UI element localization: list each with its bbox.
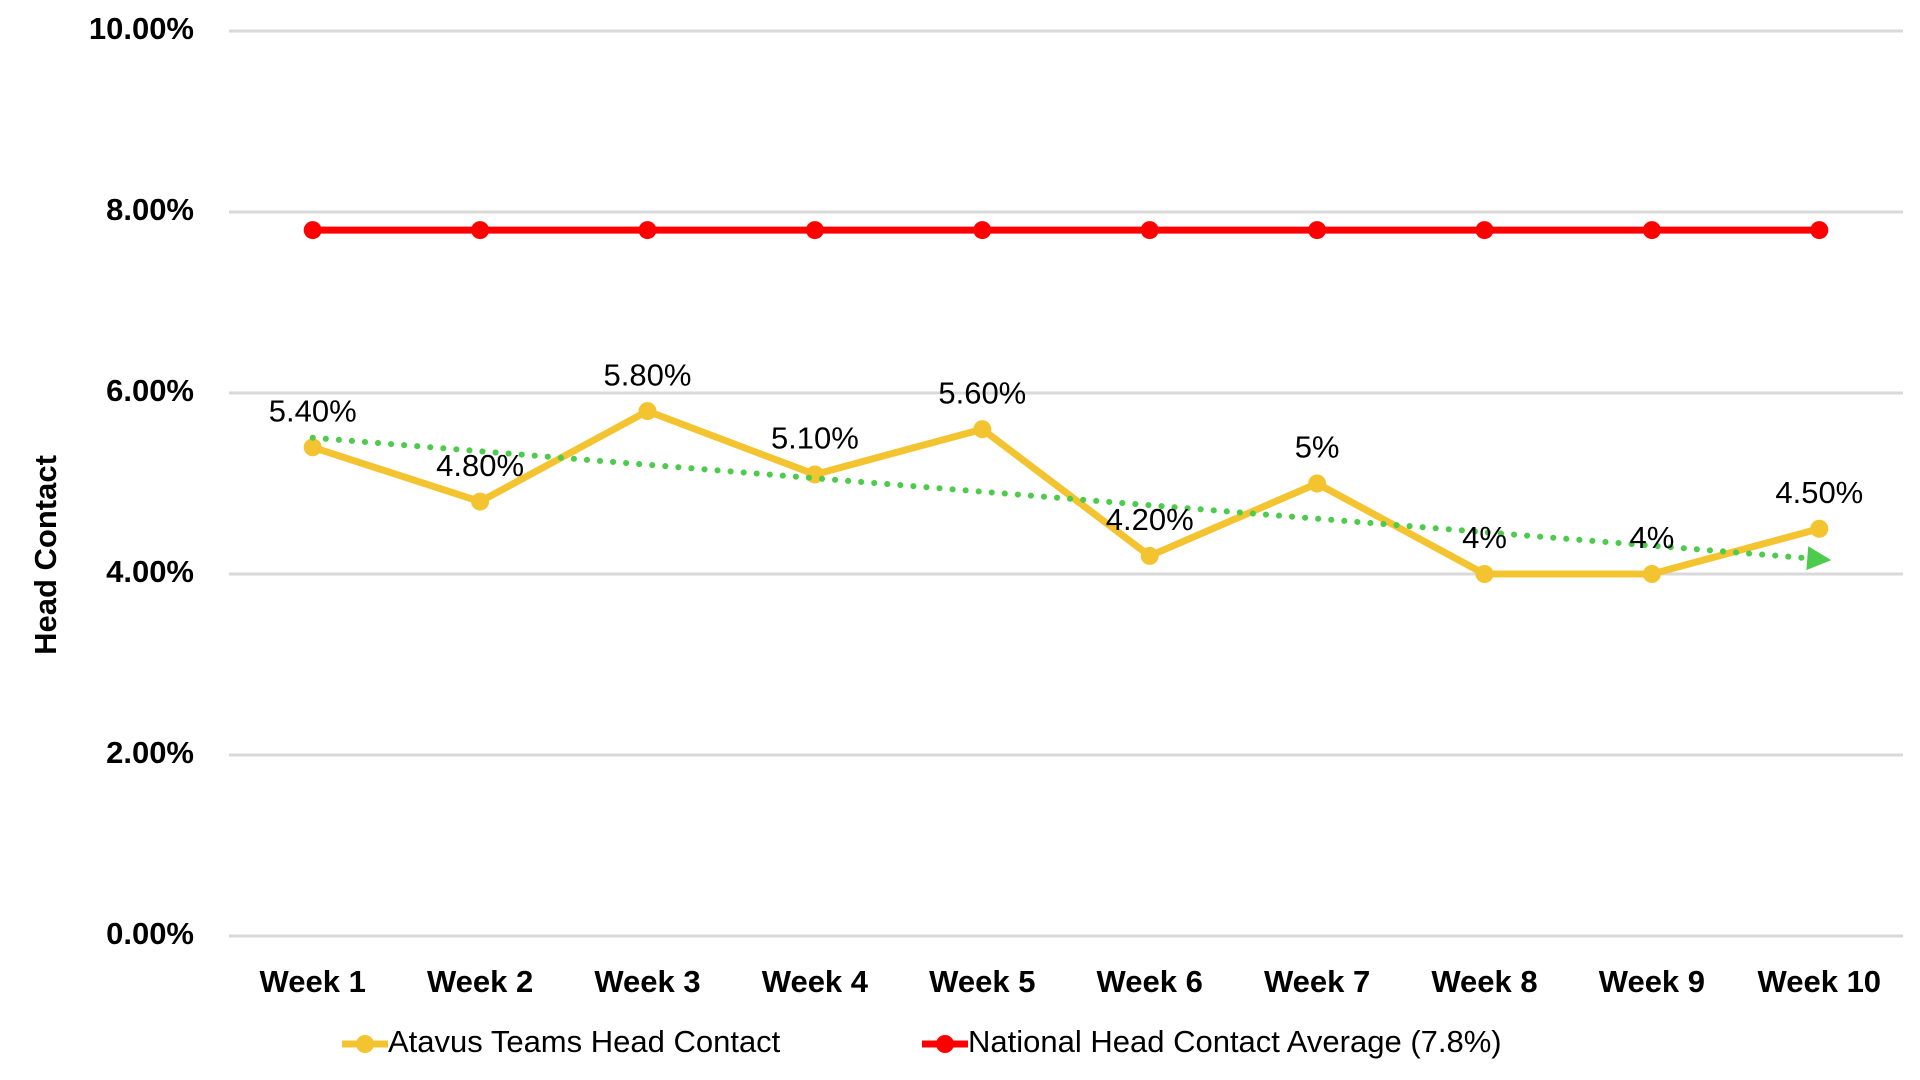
point <box>1308 474 1327 493</box>
x-tick-label: Week 10 <box>1758 964 1882 999</box>
x-tick-label: Week 7 <box>1264 964 1370 999</box>
y-tick-label: 8.00% <box>106 192 194 227</box>
point <box>973 221 992 240</box>
point <box>638 402 657 421</box>
point <box>973 420 992 439</box>
x-tick-label: Week 5 <box>929 964 1035 999</box>
data-label: 4.80% <box>436 448 524 483</box>
legend-label: Atavus Teams Head Contact <box>388 1024 781 1059</box>
data-label: 4% <box>1462 520 1507 555</box>
x-tick-label: Week 6 <box>1097 964 1203 999</box>
x-tick-label: Week 1 <box>260 964 366 999</box>
data-label: 4% <box>1629 520 1674 555</box>
point <box>1308 221 1327 240</box>
point <box>1642 221 1661 240</box>
point <box>471 492 490 511</box>
x-tick-label: Week 4 <box>762 964 869 999</box>
y-tick-label: 0.00% <box>106 916 194 951</box>
legend-marker <box>356 1035 374 1053</box>
series-line <box>311 407 1821 578</box>
point <box>1642 565 1661 583</box>
point <box>1140 221 1159 240</box>
point <box>303 221 322 240</box>
y-tick-label: 4.00% <box>106 554 194 589</box>
legend-label: National Head Contact Average (7.8%) <box>968 1024 1502 1059</box>
x-tick-label: Week 9 <box>1599 964 1705 999</box>
point <box>805 221 824 240</box>
y-tick-label: 6.00% <box>106 373 194 408</box>
point <box>638 221 657 240</box>
y-tick-label: 10.00% <box>89 11 194 46</box>
x-tick-label: Week 3 <box>594 964 700 999</box>
point <box>1810 221 1829 240</box>
x-tick-label: Week 8 <box>1431 964 1537 999</box>
data-label: 4.50% <box>1775 475 1863 510</box>
trendline-arrow <box>1806 546 1832 571</box>
legend-marker <box>936 1035 954 1053</box>
data-label: 5.60% <box>938 375 1026 410</box>
data-label: 5.10% <box>771 421 859 456</box>
data-label: 4.20% <box>1106 502 1194 537</box>
point <box>1810 519 1829 538</box>
point <box>471 221 490 240</box>
data-label: 5.40% <box>269 393 357 428</box>
x-tick-label: Week 2 <box>427 964 533 999</box>
y-tick-label: 2.00% <box>106 735 194 770</box>
data-label: 5% <box>1295 430 1340 465</box>
data-label: 5.80% <box>604 357 692 392</box>
trendline <box>309 434 1811 562</box>
point <box>1140 546 1159 565</box>
point <box>303 438 322 457</box>
point <box>1475 565 1494 583</box>
point <box>1475 221 1494 240</box>
y-axis-label: Head Contact <box>28 455 63 655</box>
